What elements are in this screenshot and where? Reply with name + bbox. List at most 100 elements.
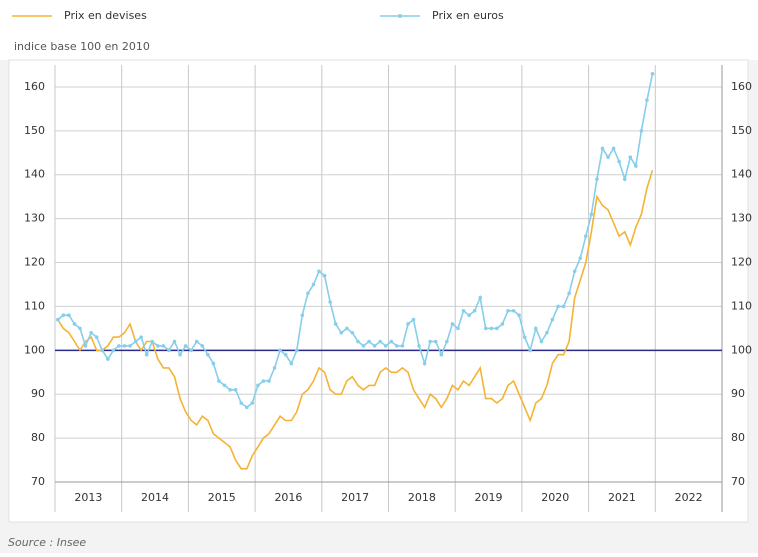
annotation: indice base 100 en 2010 (14, 40, 150, 53)
series-marker (117, 344, 121, 348)
series-marker (261, 379, 266, 383)
series-marker (300, 313, 305, 318)
series-marker (322, 273, 327, 278)
series-marker (83, 344, 88, 348)
series-marker (283, 352, 288, 357)
series-marker (194, 339, 199, 344)
legend-label: Prix en devises (64, 9, 147, 22)
series-marker (511, 309, 516, 313)
series-marker (628, 155, 633, 159)
series-marker (339, 330, 344, 335)
series-marker (506, 309, 510, 313)
series-marker (567, 291, 571, 296)
series-marker (634, 164, 638, 168)
series-marker (561, 304, 566, 309)
series-marker (578, 256, 583, 260)
y2-tick-label: 120 (731, 256, 752, 269)
y-tick-label: 130 (24, 212, 45, 225)
y-tick-label: 140 (24, 168, 45, 181)
series-marker (550, 317, 555, 322)
series-marker (572, 269, 577, 274)
series-marker (94, 335, 99, 339)
series-marker (222, 383, 227, 388)
y2-tick-label: 70 (731, 475, 745, 488)
series-marker (267, 379, 271, 383)
series-marker (639, 129, 644, 133)
series-marker (233, 388, 238, 392)
series-marker (545, 330, 549, 335)
x-tick-label: 2020 (541, 491, 569, 504)
x-tick-label: 2016 (274, 491, 302, 504)
series-marker (172, 339, 177, 344)
y2-tick-label: 130 (731, 212, 752, 225)
series-marker (433, 339, 438, 344)
series-marker (67, 313, 71, 318)
series-marker (217, 379, 221, 383)
series-marker (495, 326, 499, 331)
series-marker (61, 313, 66, 318)
series-marker (139, 335, 143, 339)
y2-tick-label: 150 (731, 124, 752, 137)
y-tick-label: 150 (24, 124, 45, 137)
y-tick-label: 100 (24, 343, 45, 356)
series-marker (250, 401, 255, 405)
series-marker (56, 317, 60, 322)
series-marker (606, 155, 610, 159)
series-marker (206, 352, 210, 357)
series-marker (200, 344, 205, 348)
series-marker (272, 366, 277, 370)
series-marker (411, 317, 416, 322)
y-tick-label: 160 (24, 80, 45, 93)
series-marker (72, 322, 77, 326)
x-tick-label: 2018 (408, 491, 436, 504)
legend-marker (398, 14, 402, 18)
series-marker (383, 344, 388, 348)
series-marker (472, 309, 477, 313)
series-marker (428, 339, 432, 344)
series-marker (211, 361, 216, 366)
series-marker (122, 344, 127, 348)
series-line (57, 170, 654, 470)
x-tick-label: 2014 (141, 491, 169, 504)
legend-label: Prix en euros (432, 9, 504, 22)
series-marker (372, 344, 377, 348)
series-marker (611, 146, 616, 151)
series-marker (228, 388, 232, 392)
y-tick-label: 70 (31, 475, 45, 488)
series-marker (489, 326, 494, 331)
series-marker (345, 326, 349, 331)
plot-frame (8, 59, 749, 523)
series-marker (400, 344, 405, 348)
series-marker (556, 304, 560, 309)
series-marker (328, 300, 332, 304)
series-marker (89, 330, 93, 335)
series-marker (100, 348, 105, 353)
series-marker (361, 344, 366, 348)
series-marker (183, 344, 188, 348)
header-background (0, 0, 758, 60)
series-marker (528, 348, 533, 353)
series-marker (595, 177, 599, 181)
series-marker (378, 339, 382, 344)
series-marker (167, 348, 171, 353)
x-tick-label: 2021 (608, 491, 636, 504)
x-tick-label: 2013 (74, 491, 102, 504)
x-tick-label: 2015 (208, 491, 236, 504)
series-marker (356, 339, 360, 344)
series-marker (467, 313, 471, 318)
series-marker (333, 322, 338, 326)
series-marker (389, 339, 394, 344)
y-tick-label: 80 (31, 431, 45, 444)
source: Source : Insee (8, 536, 86, 549)
series-marker (522, 335, 527, 339)
series-marker (161, 344, 166, 348)
y2-tick-label: 80 (731, 431, 745, 444)
series-marker (645, 98, 649, 102)
series-marker (500, 322, 505, 326)
series-marker (189, 348, 194, 353)
series-marker (539, 339, 544, 344)
series-marker (350, 330, 355, 335)
y2-tick-label: 140 (731, 168, 752, 181)
series-marker (583, 234, 588, 238)
series-marker (450, 322, 455, 326)
